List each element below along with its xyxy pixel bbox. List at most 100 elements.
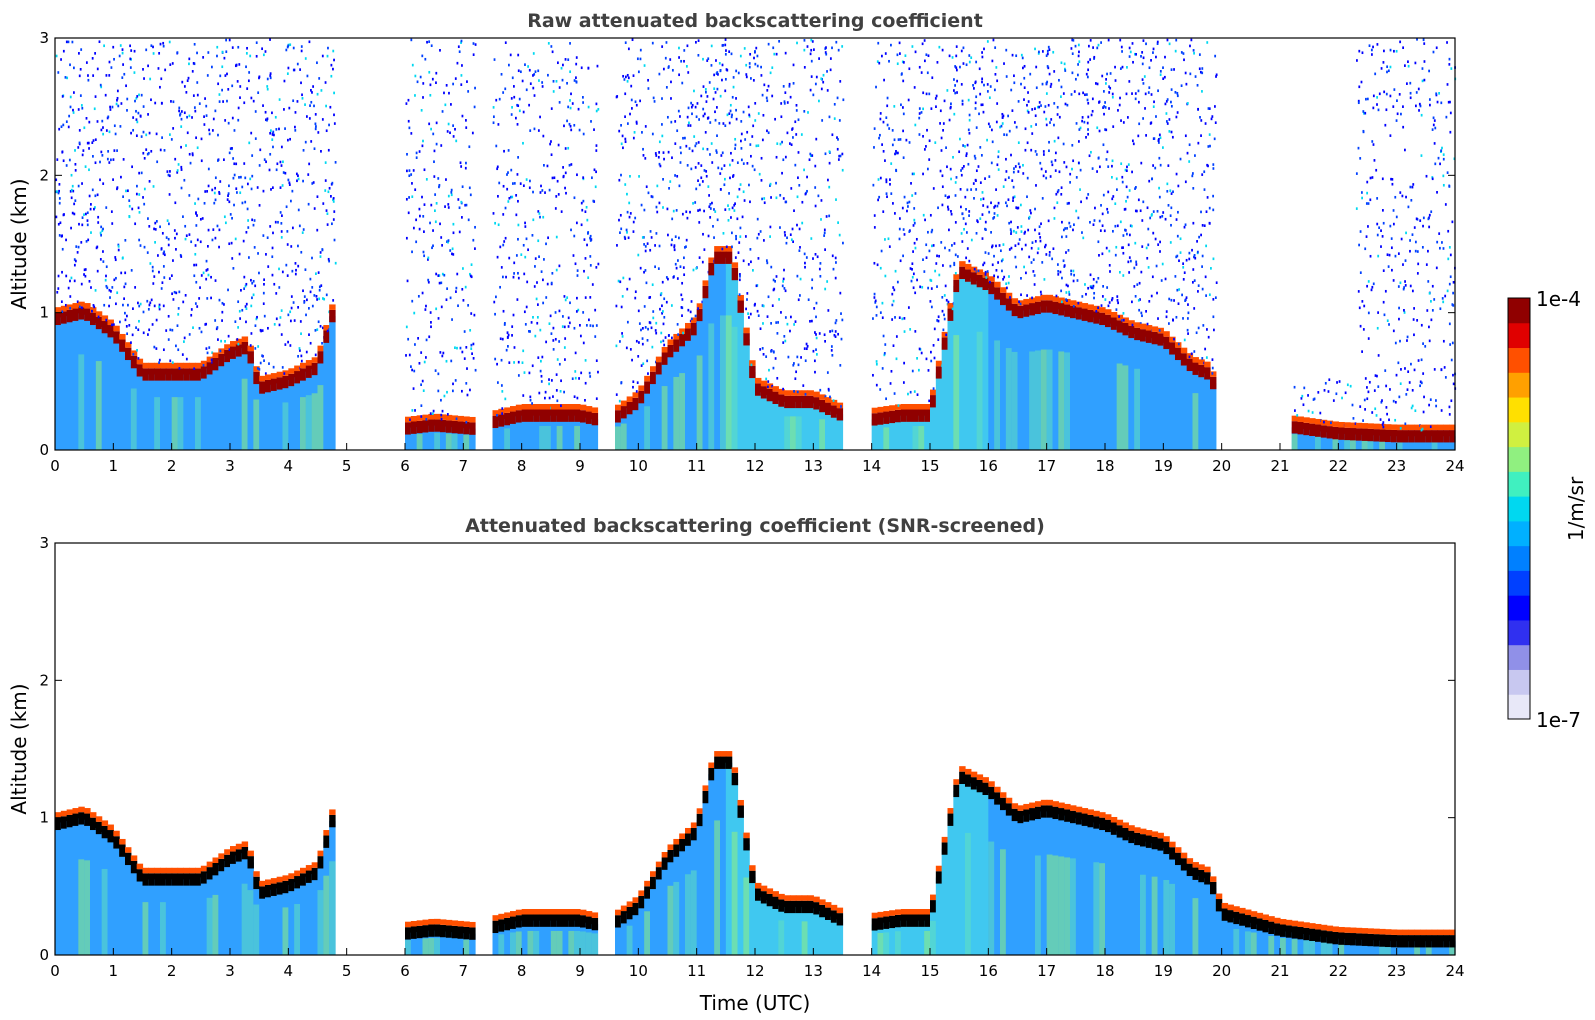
noise-pixel [237, 300, 240, 304]
noise-pixel [703, 112, 706, 116]
noise-pixel [1128, 80, 1131, 83]
noise-pixel [671, 156, 673, 160]
noise-pixel [740, 139, 742, 143]
noise-pixel [1207, 107, 1210, 110]
noise-pixel [243, 101, 246, 105]
noise-pixel [1101, 224, 1104, 228]
aerosol-texture [195, 397, 202, 450]
noise-pixel [160, 247, 163, 250]
noise-pixel [228, 348, 231, 351]
noise-pixel [647, 327, 649, 331]
noise-pixel [1106, 286, 1109, 289]
noise-pixel [1131, 300, 1133, 304]
noise-pixel [728, 50, 731, 53]
noise-pixel [286, 138, 289, 142]
noise-pixel [162, 252, 165, 255]
noise-pixel [411, 250, 413, 254]
noise-pixel [1038, 101, 1041, 104]
noise-pixel [1428, 403, 1431, 407]
noise-pixel [93, 305, 96, 309]
noise-pixel [1184, 299, 1187, 302]
aerosol-column [1070, 311, 1077, 450]
noise-pixel [949, 264, 952, 268]
noise-pixel [207, 184, 210, 188]
noise-pixel [301, 231, 304, 234]
noise-pixel [748, 183, 750, 187]
noise-pixel [496, 167, 499, 171]
noise-pixel [320, 149, 322, 153]
noise-pixel [795, 370, 798, 374]
noise-pixel [689, 319, 692, 323]
noise-pixel [1037, 52, 1040, 55]
noise-pixel [740, 158, 743, 162]
noise-pixel [245, 320, 247, 324]
noise-pixel [251, 218, 254, 222]
noise-pixel [1068, 221, 1071, 225]
noise-pixel [991, 263, 994, 267]
noise-pixel [516, 123, 519, 126]
noise-pixel [925, 53, 928, 57]
noise-pixel [809, 319, 811, 323]
aerosol-column [900, 415, 908, 450]
noise-pixel [573, 234, 576, 238]
aerosol-column [737, 306, 744, 450]
noise-pixel [161, 231, 164, 235]
noise-pixel [702, 57, 704, 61]
noise-pixel [86, 211, 89, 215]
noise-pixel [502, 184, 505, 188]
panel-raw-heatmap [55, 38, 1457, 450]
noise-pixel [783, 231, 786, 234]
layer-top [778, 394, 785, 407]
noise-pixel [1017, 242, 1020, 246]
noise-pixel [1386, 65, 1389, 69]
noise-pixel [1053, 217, 1056, 220]
noise-pixel [62, 123, 65, 127]
noise-pixel [691, 112, 693, 116]
noise-pixel [710, 64, 713, 67]
noise-pixel [1056, 113, 1059, 116]
noise-pixel [302, 228, 305, 231]
layer-edge [428, 413, 435, 420]
noise-pixel [1378, 92, 1381, 96]
noise-pixel [569, 70, 572, 74]
noise-pixel [616, 244, 618, 247]
aerosol-column [440, 426, 447, 450]
aerosol-column [580, 416, 587, 450]
noise-pixel [85, 117, 88, 120]
noise-pixel [700, 164, 703, 167]
noise-pixel [295, 172, 298, 176]
noise-pixel [180, 110, 183, 113]
noise-pixel [911, 45, 914, 48]
aerosol-column [212, 364, 219, 450]
x-tick-label: 0 [50, 457, 60, 475]
noise-pixel [246, 46, 248, 50]
noise-pixel [1150, 93, 1153, 96]
noise-pixel [632, 74, 635, 77]
noise-pixel [761, 138, 764, 142]
noise-pixel [519, 182, 522, 185]
noise-pixel [1048, 48, 1051, 51]
noise-pixel [191, 153, 194, 157]
layer-top [638, 390, 645, 404]
noise-pixel [433, 175, 436, 178]
noise-pixel [711, 161, 714, 164]
noise-pixel [1374, 72, 1377, 76]
noise-pixel [318, 288, 321, 292]
noise-pixel [756, 54, 759, 58]
aerosol-texture [434, 432, 441, 450]
noise-pixel [692, 268, 695, 272]
noise-pixel [101, 154, 104, 157]
noise-pixel [420, 415, 423, 418]
noise-pixel [1062, 259, 1065, 263]
aerosol-column [270, 384, 278, 450]
noise-pixel [1001, 269, 1003, 273]
noise-pixel [1128, 55, 1131, 58]
noise-pixel [315, 294, 318, 298]
aerosol-column [1169, 348, 1176, 450]
noise-pixel [910, 279, 913, 283]
layer-top [953, 279, 960, 293]
noise-pixel [271, 138, 274, 141]
noise-pixel [556, 179, 559, 183]
layer-top [930, 395, 937, 408]
noise-pixel [987, 252, 990, 255]
